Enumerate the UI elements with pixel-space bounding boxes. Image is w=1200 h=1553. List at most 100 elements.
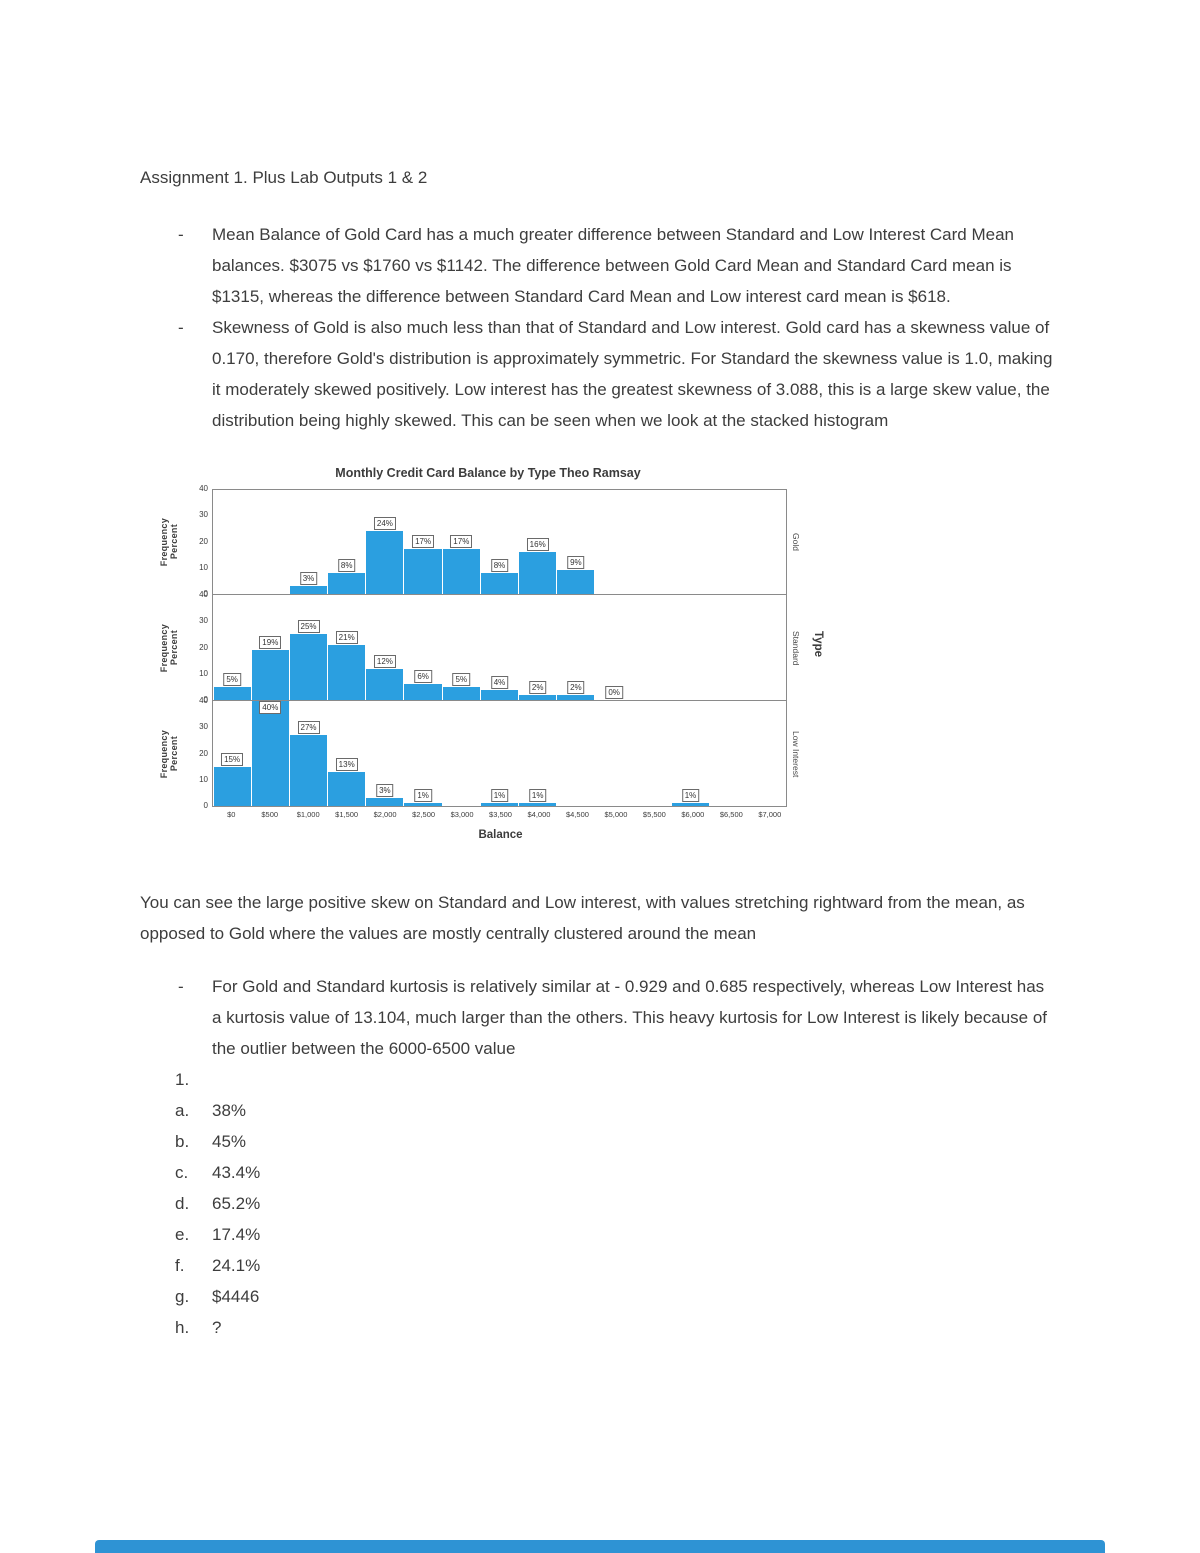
x-tick-label: $7,000 xyxy=(758,810,782,819)
chart-panels: Frequency Percent 0 10 20 30 40 3% 8% 24% 17% 17% 8%… xyxy=(152,484,824,810)
chart-panel-standard: Frequency Percent 0 10 20 30 40 5% 19% 25% 21% 12% 6… xyxy=(152,590,824,704)
histogram-bar xyxy=(289,586,328,594)
answer-row-f: f. 24.1% xyxy=(175,1250,1055,1281)
bullet-marker: - xyxy=(178,225,184,244)
bar-value-label: 2% xyxy=(567,680,585,694)
bullet-marker: - xyxy=(178,977,184,996)
histogram-bar xyxy=(328,771,366,806)
histogram-bar xyxy=(480,573,519,594)
y-tick-label: 0 xyxy=(203,695,208,704)
bar-value-label: 3% xyxy=(299,572,318,586)
answer-row-g: g. $4446 xyxy=(175,1281,1055,1312)
histogram-bar xyxy=(289,634,328,700)
bullet-item-skewness: - Skewness of Gold is also much less tha… xyxy=(140,312,1055,436)
answer-row-c: c. 43.4% xyxy=(175,1157,1055,1188)
histogram-bar xyxy=(557,694,595,700)
y-axis-title: Frequency Percent xyxy=(159,623,179,673)
histogram-bar xyxy=(289,735,328,806)
bullet-text: Skewness of Gold is also much less than … xyxy=(212,318,1053,430)
histogram-bar xyxy=(213,766,251,806)
bar-value-label: 2% xyxy=(528,680,547,694)
x-tick-label: $1,000 xyxy=(296,810,320,819)
balance-histogram-chart: Monthly Credit Card Balance by Type Theo… xyxy=(152,466,824,841)
bar-value-label: 24% xyxy=(373,517,396,530)
histogram-bar xyxy=(519,552,557,594)
answer-label: b. xyxy=(175,1132,190,1151)
answer-value: ? xyxy=(212,1318,222,1337)
histogram-bar xyxy=(404,684,442,700)
bar-value-label: 8% xyxy=(337,559,356,572)
x-tick-label: $4,000 xyxy=(527,810,551,819)
y-tick-label: 10 xyxy=(199,774,208,784)
bar-value-label: 16% xyxy=(526,538,549,551)
panel-plot: 15% 40% 27% 13% 3% 1% 1% 1% 1% xyxy=(212,701,787,807)
answers-list: 1. a. 38% b. 45% c. 43.4% d. 65.2% e. 17… xyxy=(140,1064,1055,1343)
y-axis-ticks: 0 10 20 30 40 xyxy=(186,484,212,598)
y-axis-ticks: 0 10 20 30 40 xyxy=(186,696,212,810)
y-axis-title: Frequency Percent xyxy=(159,729,179,779)
document-page: Assignment 1. Plus Lab Outputs 1 & 2 - M… xyxy=(140,168,1055,1343)
answer-label: c. xyxy=(175,1163,189,1182)
histogram-bar xyxy=(404,549,442,594)
x-tick-label: $1,500 xyxy=(335,810,359,819)
histogram-bar xyxy=(366,668,404,700)
histogram-bar xyxy=(442,686,480,700)
bar-value-label: 1% xyxy=(681,789,700,803)
bullet-item-kurtosis: - For Gold and Standard kurtosis is rela… xyxy=(140,971,1055,1064)
y-tick-label: 20 xyxy=(199,748,208,758)
y-tick-label: 20 xyxy=(199,642,208,652)
footer-banner xyxy=(95,1540,1105,1553)
bar-value-label: 15% xyxy=(221,752,244,766)
y-axis-title: Frequency Percent xyxy=(159,517,179,567)
y-tick-label: 20 xyxy=(199,536,208,546)
histogram-bar xyxy=(366,798,404,806)
bar-value-label: 25% xyxy=(297,620,320,634)
histogram-bar xyxy=(442,549,480,594)
y-tick-label: 30 xyxy=(199,510,208,520)
histogram-bar xyxy=(404,803,442,806)
y-tick-label: 0 xyxy=(203,589,208,598)
answer-label: a. xyxy=(175,1101,190,1120)
answer-value: 17.4% xyxy=(212,1225,261,1244)
histogram-bar xyxy=(671,803,710,806)
x-axis-title: Balance xyxy=(478,829,523,841)
answer-row-h: h. ? xyxy=(175,1312,1055,1343)
chart-panel-gold: Frequency Percent 0 10 20 30 40 3% 8% 24% 17% 17% 8%… xyxy=(152,484,824,598)
panel-plot: 3% 8% 24% 17% 17% 8% 16% 9% xyxy=(212,489,787,595)
answer-label: e. xyxy=(175,1225,190,1244)
x-tick-label: $5,500 xyxy=(642,810,666,819)
answer-value: $4446 xyxy=(212,1287,260,1306)
answer-label: g. xyxy=(175,1287,190,1306)
bar-value-label: 0% xyxy=(605,686,623,699)
histogram-bar xyxy=(480,803,519,806)
histogram-bar xyxy=(251,701,289,806)
item-number: 1. xyxy=(175,1070,190,1089)
bullet-marker: - xyxy=(178,318,184,337)
y-tick-label: 0 xyxy=(203,801,208,810)
bar-value-label: 6% xyxy=(414,670,432,684)
answer-row-e: e. 17.4% xyxy=(175,1219,1055,1250)
histogram-bar xyxy=(251,650,289,700)
bullet-item-mean-balance: - Mean Balance of Gold Card has a much g… xyxy=(140,219,1055,312)
bar-value-label: 12% xyxy=(373,654,396,668)
panel-name-label: Gold xyxy=(791,533,801,551)
bar-value-label: 4% xyxy=(490,675,509,689)
x-tick-label: $0 xyxy=(227,810,236,819)
y-tick-label: 10 xyxy=(199,562,208,572)
answer-row-d: d. 65.2% xyxy=(175,1188,1055,1219)
histogram-bar xyxy=(557,570,595,594)
panel-plot: 5% 19% 25% 21% 12% 6% 5% 4% 2% 2% 0% xyxy=(212,595,787,701)
panel-axis-title: Type xyxy=(812,631,824,657)
x-axis-tick-labels: $0 $500 $1,000 $1,500 $2,000 $2,500 $3,000 $3,5… xyxy=(212,807,789,819)
x-tick-label: $3,500 xyxy=(489,810,512,819)
answer-value: 38% xyxy=(212,1101,247,1120)
answer-row-a: a. 38% xyxy=(175,1095,1055,1126)
histogram-bar xyxy=(480,689,519,700)
answer-label: d. xyxy=(175,1194,190,1213)
y-tick-label: 40 xyxy=(199,484,208,493)
x-tick-label: $4,500 xyxy=(565,810,589,819)
answer-value: 45% xyxy=(212,1132,247,1151)
paragraph-skew-observation: You can see the large positive skew on S… xyxy=(140,893,1025,943)
histogram-bar xyxy=(328,644,366,700)
bar-value-label: 1% xyxy=(414,789,432,803)
